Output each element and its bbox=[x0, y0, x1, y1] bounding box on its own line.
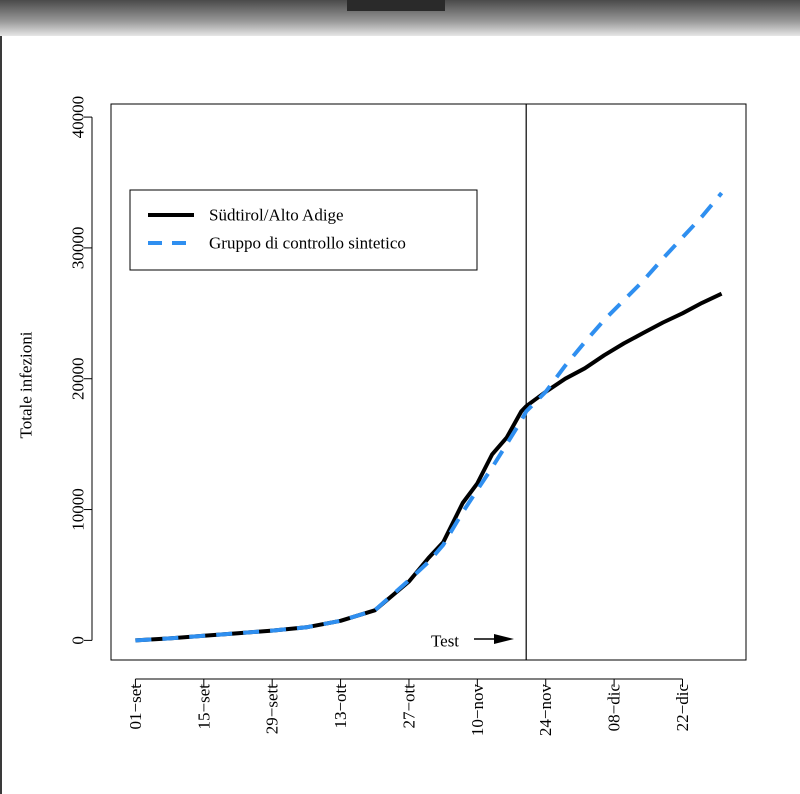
y-tick-label: 40000 bbox=[69, 96, 88, 139]
x-tick-label: 27−ott bbox=[399, 684, 418, 729]
window-top-tab bbox=[347, 0, 445, 11]
legend-box bbox=[129, 189, 478, 271]
series-line-sudtirol bbox=[135, 291, 723, 643]
legend-label: Südtirol/Alto Adige bbox=[209, 206, 344, 225]
y-tick-label: 20000 bbox=[69, 357, 88, 400]
x-tick-label: 24−nov bbox=[536, 684, 555, 737]
y-tick-label: 10000 bbox=[69, 488, 88, 531]
legend-label: Gruppo di controllo sintetico bbox=[209, 234, 406, 253]
window-left-edge bbox=[0, 36, 2, 794]
series-line-synthetic-control bbox=[135, 191, 724, 643]
annotation-arrow-head bbox=[494, 634, 514, 644]
x-tick-label: 10−nov bbox=[468, 684, 487, 737]
plot-frame bbox=[110, 103, 747, 661]
x-tick-label: 13−ott bbox=[331, 684, 350, 729]
x-tick-label: 01−set bbox=[126, 684, 145, 730]
test-annotation: Test bbox=[431, 632, 459, 651]
y-tick-label: 0 bbox=[69, 636, 88, 645]
x-tick-label: 22−dic bbox=[673, 684, 692, 732]
x-tick-label: 15−set bbox=[194, 684, 213, 730]
y-axis-title: Totale infezioni bbox=[17, 331, 36, 438]
y-tick-label: 30000 bbox=[69, 227, 88, 270]
x-tick-label: 08−dic bbox=[605, 684, 624, 732]
x-tick-label: 29−sett bbox=[263, 684, 282, 734]
